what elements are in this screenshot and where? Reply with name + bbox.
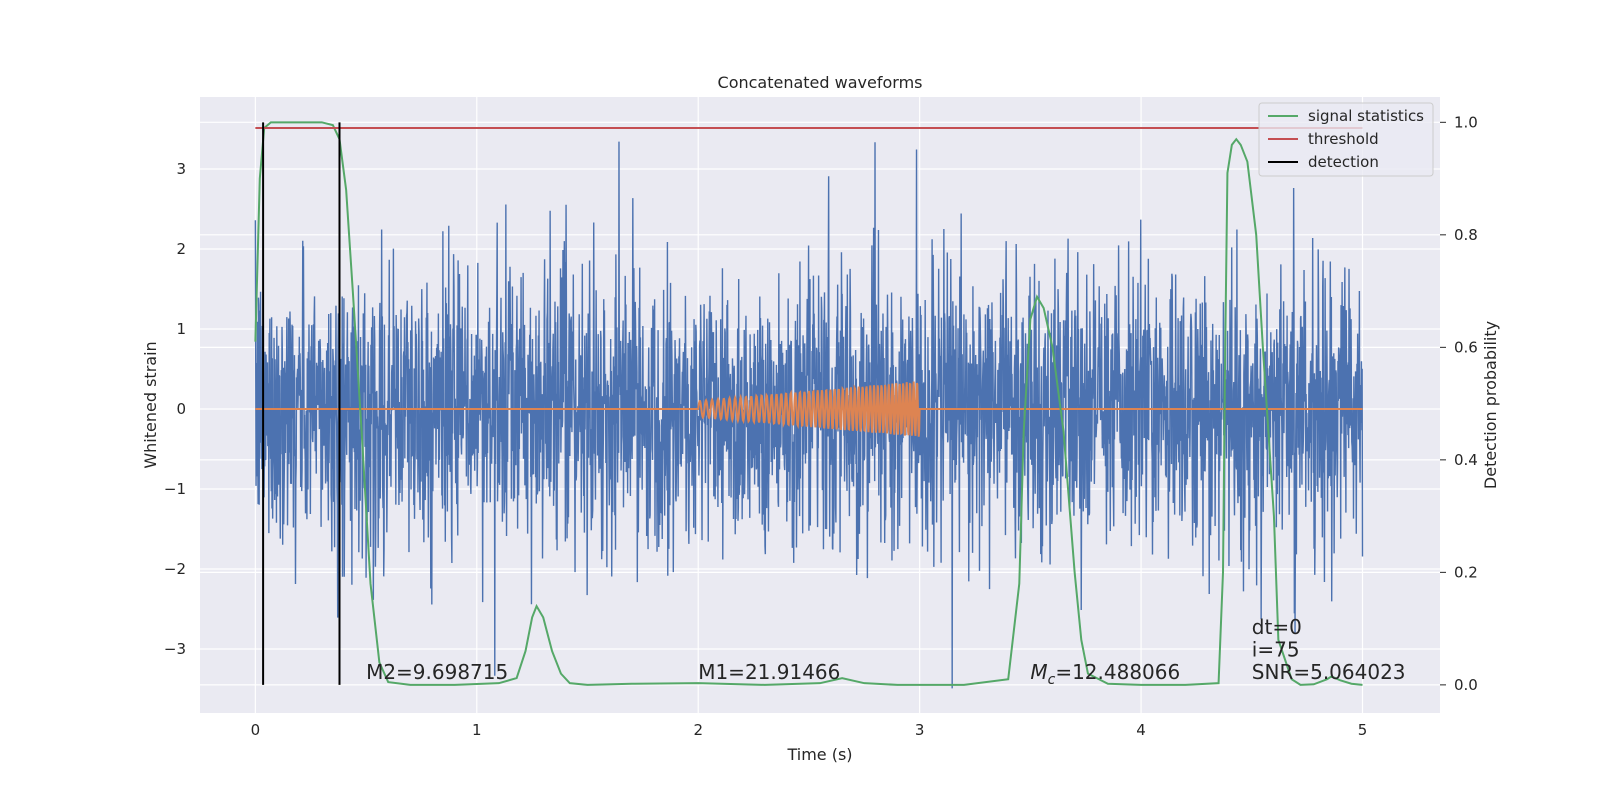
annotation-dt: dt=0 (1252, 615, 1302, 639)
chart-title: Concatenated waveforms (718, 73, 923, 92)
x-tick-label: 2 (693, 721, 703, 739)
y2-tick-label: 0.0 (1454, 676, 1478, 694)
y-axis-label: Whitened strain (141, 341, 160, 468)
annotations: M2=9.698715 M1=21.91466 Mc=12.488066 SNR=5.… (366, 615, 1405, 688)
legend-label-detection: detection (1308, 153, 1379, 171)
annotation-m1: M1=21.91466 (698, 660, 840, 684)
waveform-line (255, 381, 1363, 437)
x-tick-label: 3 (915, 721, 925, 739)
y2-tick-label: 0.2 (1454, 563, 1478, 581)
y-tick-label: −1 (164, 480, 186, 498)
y-tick-label: 1 (176, 320, 186, 338)
annotation-m2: M2=9.698715 (366, 660, 508, 684)
annotation-snr: SNR=5.064023 (1252, 660, 1406, 684)
y-tick-label: 2 (176, 240, 186, 258)
x-tick-label: 1 (472, 721, 482, 739)
y2-tick-label: 0.8 (1454, 226, 1478, 244)
y-tick-label: −2 (164, 560, 186, 578)
waveform-series (255, 381, 1363, 437)
probability-series (254, 121, 1363, 686)
x-tick-label: 5 (1358, 721, 1368, 739)
noise-line (254, 141, 1364, 689)
legend-label-signal-statistics: signal statistics (1308, 107, 1424, 125)
legend-box (1258, 102, 1434, 177)
x-tick-label: 4 (1136, 721, 1146, 739)
legend: signal statistics threshold detection (1258, 102, 1434, 177)
x-tick-label: 0 (251, 721, 261, 739)
y2-axis-label: Detection probability (1481, 321, 1500, 489)
y2-tick-label: 1.0 (1454, 113, 1478, 131)
y-tick-label: 3 (176, 160, 186, 178)
ticks: 0 1 2 3 4 5 −3 −2 −1 0 1 2 3 0.0 0.2 0.4 0.6 0.8 1.0 (164, 113, 1478, 739)
annotation-mc: Mc=12.488066 (1030, 660, 1180, 688)
noise-series (254, 141, 1364, 689)
y-tick-label: −3 (164, 640, 186, 658)
annotation-i: i=75 (1252, 637, 1300, 661)
legend-label-threshold: threshold (1308, 130, 1379, 148)
y2-tick-label: 0.4 (1454, 451, 1478, 469)
x-axis-label: Time (s) (786, 745, 852, 764)
signal-statistics-line (254, 121, 1363, 686)
y-tick-label: 0 (176, 400, 186, 418)
y2-tick-label: 0.6 (1454, 338, 1478, 356)
